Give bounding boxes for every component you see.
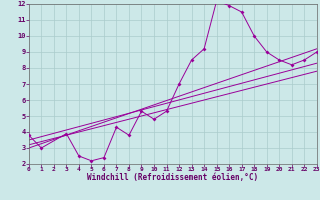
X-axis label: Windchill (Refroidissement éolien,°C): Windchill (Refroidissement éolien,°C) xyxy=(87,173,258,182)
